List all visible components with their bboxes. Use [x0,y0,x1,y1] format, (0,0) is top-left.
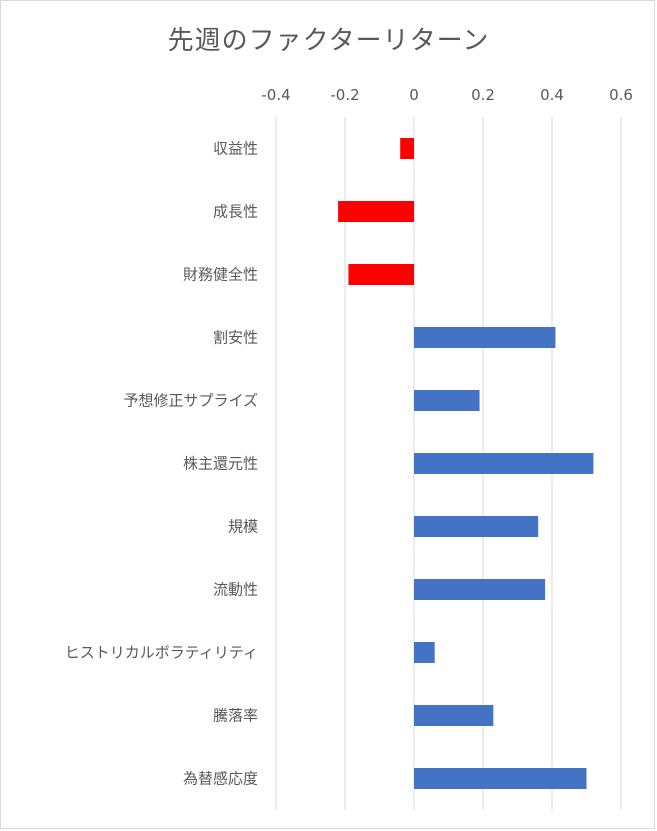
x-tick-label-4: 0.4 [540,86,564,104]
x-tick-label-3: 0.2 [471,86,495,104]
category-label-10: 為替感応度 [183,770,258,788]
bar-6 [414,516,539,537]
bar-8 [414,642,435,663]
category-label-8: ヒストリカルボラティリティ [65,644,258,662]
category-label-7: 流動性 [213,581,258,599]
x-tick-label-1: -0.2 [330,86,359,104]
chart-title: 先週のファクターリターン [167,26,490,56]
x-tick-label-2: 0 [409,86,419,104]
bar-5 [414,453,594,474]
x-tick-label-0: -0.4 [261,86,290,104]
bar-0 [400,138,414,159]
bar-7 [414,579,546,600]
category-label-1: 成長性 [213,203,258,221]
x-tick-label-5: 0.6 [609,86,633,104]
category-label-6: 規模 [228,518,258,536]
bar-3 [414,327,556,348]
bar-2 [348,264,414,285]
bar-10 [414,768,587,789]
category-label-4: 予想修正サプライズ [123,392,258,410]
bar-4 [414,390,480,411]
bar-1 [338,201,414,222]
category-label-5: 株主還元性 [183,455,258,473]
category-label-0: 収益性 [213,140,258,158]
category-label-3: 割安性 [213,329,258,347]
category-label-2: 財務健全性 [183,266,258,284]
category-label-9: 騰落率 [213,707,258,725]
bar-9 [414,705,494,726]
